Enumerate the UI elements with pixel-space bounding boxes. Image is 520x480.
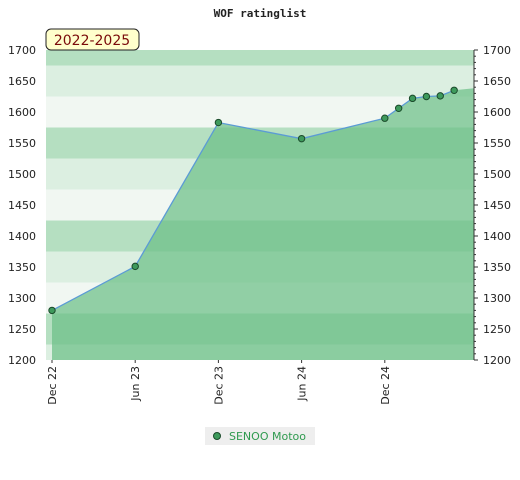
data-point bbox=[422, 92, 431, 101]
y-axis-right: 1200 1250 1300 1350 1400 1450 1500 1550 1600 1650… bbox=[473, 44, 511, 367]
y-tick-label-left: 1600 bbox=[8, 106, 36, 119]
y-tick-label-right: 1650 bbox=[483, 75, 511, 88]
y-tick-label-left: 1650 bbox=[8, 75, 36, 88]
x-tick-label: Jun 24 bbox=[296, 366, 309, 402]
y-tick-label-right: 1250 bbox=[483, 323, 511, 336]
y-tick-label-right: 1550 bbox=[483, 137, 511, 150]
y-tick-label-right: 1600 bbox=[483, 106, 511, 119]
data-point bbox=[131, 262, 139, 271]
period-badge-text: 2022-2025 bbox=[54, 33, 130, 49]
data-points bbox=[48, 86, 458, 315]
y-tick-label-left: 1200 bbox=[8, 354, 36, 367]
grid-band bbox=[46, 96, 474, 112]
y-tick-label-left: 1500 bbox=[8, 168, 36, 181]
x-tick-label: Jun 23 bbox=[129, 366, 142, 402]
data-point bbox=[436, 92, 444, 100]
y-tick-label-right: 1500 bbox=[483, 168, 511, 181]
y-tick-label-right: 1200 bbox=[483, 354, 511, 367]
grid-band bbox=[46, 65, 474, 81]
grid-band bbox=[46, 50, 474, 66]
y-tick-label-right: 1350 bbox=[483, 261, 511, 274]
y-tick-label-left: 1350 bbox=[8, 261, 36, 274]
data-point bbox=[381, 114, 389, 122]
y-tick-label-left: 1250 bbox=[8, 323, 36, 336]
y-axis-left: 1200 1250 1300 1350 1400 1450 1500 1550 1600 1650… bbox=[8, 44, 36, 367]
rating-line bbox=[51, 89, 455, 311]
x-tick-label: Dec 24 bbox=[379, 366, 392, 405]
data-point bbox=[297, 134, 306, 143]
y-tick-label-left: 1300 bbox=[8, 292, 36, 305]
y-tick-label-right: 1450 bbox=[483, 199, 511, 212]
data-point bbox=[48, 306, 56, 315]
data-point bbox=[408, 94, 417, 103]
x-tick-label: Dec 23 bbox=[212, 366, 225, 405]
y-tick-label-left: 1400 bbox=[8, 230, 36, 243]
legend: SENOO Motoo bbox=[205, 427, 315, 445]
period-badge: 2022-2025 bbox=[45, 28, 140, 51]
chart-title: WOF ratinglist bbox=[214, 7, 307, 20]
x-axis: Dec 22 Jun 23 Dec 23 Jun 24 Dec 24 bbox=[46, 360, 392, 405]
y-tick-label-right: 1700 bbox=[483, 44, 511, 57]
series-area bbox=[52, 88, 474, 361]
y-tick-label-right: 1400 bbox=[483, 230, 511, 243]
legend-marker-icon bbox=[213, 432, 221, 440]
area-fill bbox=[52, 88, 474, 361]
series-line bbox=[51, 89, 455, 311]
data-point bbox=[450, 86, 458, 95]
y-tick-label-left: 1700 bbox=[8, 44, 36, 57]
y-tick-label-left: 1550 bbox=[8, 137, 36, 150]
grid-band bbox=[46, 81, 474, 97]
x-tick-label: Dec 22 bbox=[46, 366, 59, 405]
data-point bbox=[214, 118, 223, 127]
y-tick-label-right: 1300 bbox=[483, 292, 511, 305]
legend-label: SENOO Motoo bbox=[229, 429, 306, 443]
y-tick-label-left: 1450 bbox=[8, 199, 36, 212]
data-point bbox=[394, 104, 403, 112]
